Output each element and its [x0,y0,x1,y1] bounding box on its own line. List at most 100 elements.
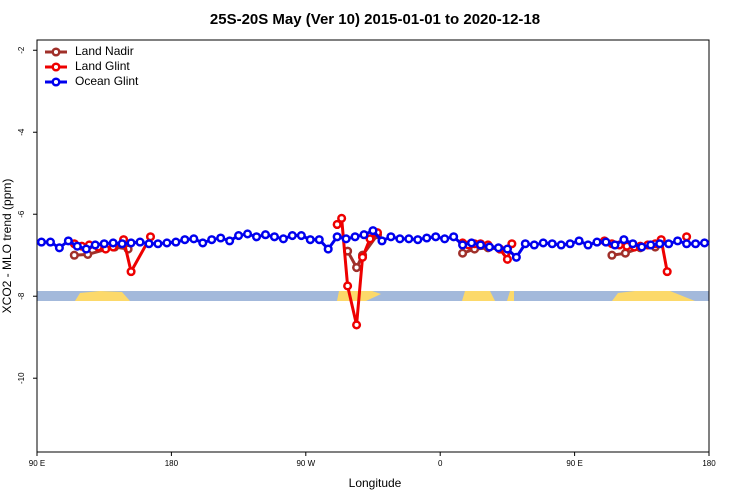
data-point [243,229,253,239]
legend-marker [51,77,61,87]
data-point [422,233,432,243]
data-point [269,232,279,242]
data-point [664,239,674,249]
x-tick-label: 90 E [566,459,582,468]
data-point [45,237,55,247]
data-point [144,239,154,249]
data-point [296,230,306,241]
data-point [440,234,450,244]
data-point [646,240,656,250]
data-point [99,239,109,249]
series [36,226,710,262]
data-point [502,254,512,264]
series-line [346,233,379,271]
data-point [365,234,375,244]
data-point [377,236,387,246]
data-point [234,230,244,241]
y-tick-label: -4 [17,128,26,136]
data-point [90,240,100,250]
data-point [359,230,369,240]
chart-title: 25S-20S May (Ver 10) 2015-01-01 to 2020-… [210,11,540,28]
data-point [314,235,324,245]
data-point [260,230,271,240]
data-point [332,219,342,230]
data-point [36,237,47,247]
data-point [502,244,512,254]
data-point [691,239,701,249]
data-point [458,240,468,250]
data-point [198,238,208,248]
data-point [278,234,288,244]
data-point [655,239,665,249]
data-point [475,240,486,250]
data-point [404,234,414,244]
data-point [54,243,64,253]
data-point [507,239,517,249]
x-tick-label: 180 [165,459,179,468]
legend-marker [51,62,61,72]
data-point [287,230,297,241]
data-point [69,250,79,260]
land-strip [37,291,709,301]
data-point [63,236,73,246]
data-point [699,238,710,248]
legend-label: Land Nadir [75,44,134,58]
y-tick-label: -8 [17,292,26,300]
data-point [337,213,347,223]
data-point [574,236,584,246]
x-tick-label: 180 [702,459,716,468]
data-point [413,235,423,245]
data-point [637,242,647,252]
x-tick-label: 90 W [296,459,315,468]
legend-label: Ocean Glint [75,74,139,88]
data-point [81,244,91,254]
data-point [350,232,360,242]
y-tick-label: -10 [17,372,26,384]
data-point [673,236,683,246]
data-point [341,234,351,244]
y-tick-label: -2 [17,46,26,54]
legend-label: Land Glint [75,59,130,73]
x-tick-label: 0 [438,459,443,468]
data-point [662,267,672,277]
legend-marker [51,47,61,57]
data-point [682,232,692,242]
data-point [171,237,181,247]
data-point [343,281,353,291]
data-point [431,232,441,242]
data-point [620,248,630,258]
data-point [332,232,342,242]
data-point [449,232,459,242]
data-point [467,238,477,248]
data-point [547,239,557,249]
data-point [610,240,620,250]
data-point [126,238,136,248]
data-point [395,234,405,244]
data-point [619,235,629,245]
data-point [126,267,136,277]
data-point [251,232,262,242]
x-tick-label: 90 E [29,459,45,468]
data-point [386,232,396,242]
y-tick-label: -6 [17,210,26,218]
data-point [368,226,378,236]
data-point [145,232,156,242]
data-point [162,238,172,248]
data-point [607,250,617,260]
data-point [493,243,503,253]
data-point [520,239,530,249]
data-point [556,240,566,250]
data-point [601,237,611,247]
series [69,213,692,330]
data-point [189,234,199,244]
plot-frame [36,39,710,453]
data-point [72,241,82,251]
data-point [565,239,575,249]
y-axis-label: XCO2 - MLO trend (ppm) [0,179,14,314]
data-point [538,238,548,248]
data-point [628,239,638,249]
data-point [117,239,127,249]
data-point [592,237,602,247]
data-point [323,244,333,254]
